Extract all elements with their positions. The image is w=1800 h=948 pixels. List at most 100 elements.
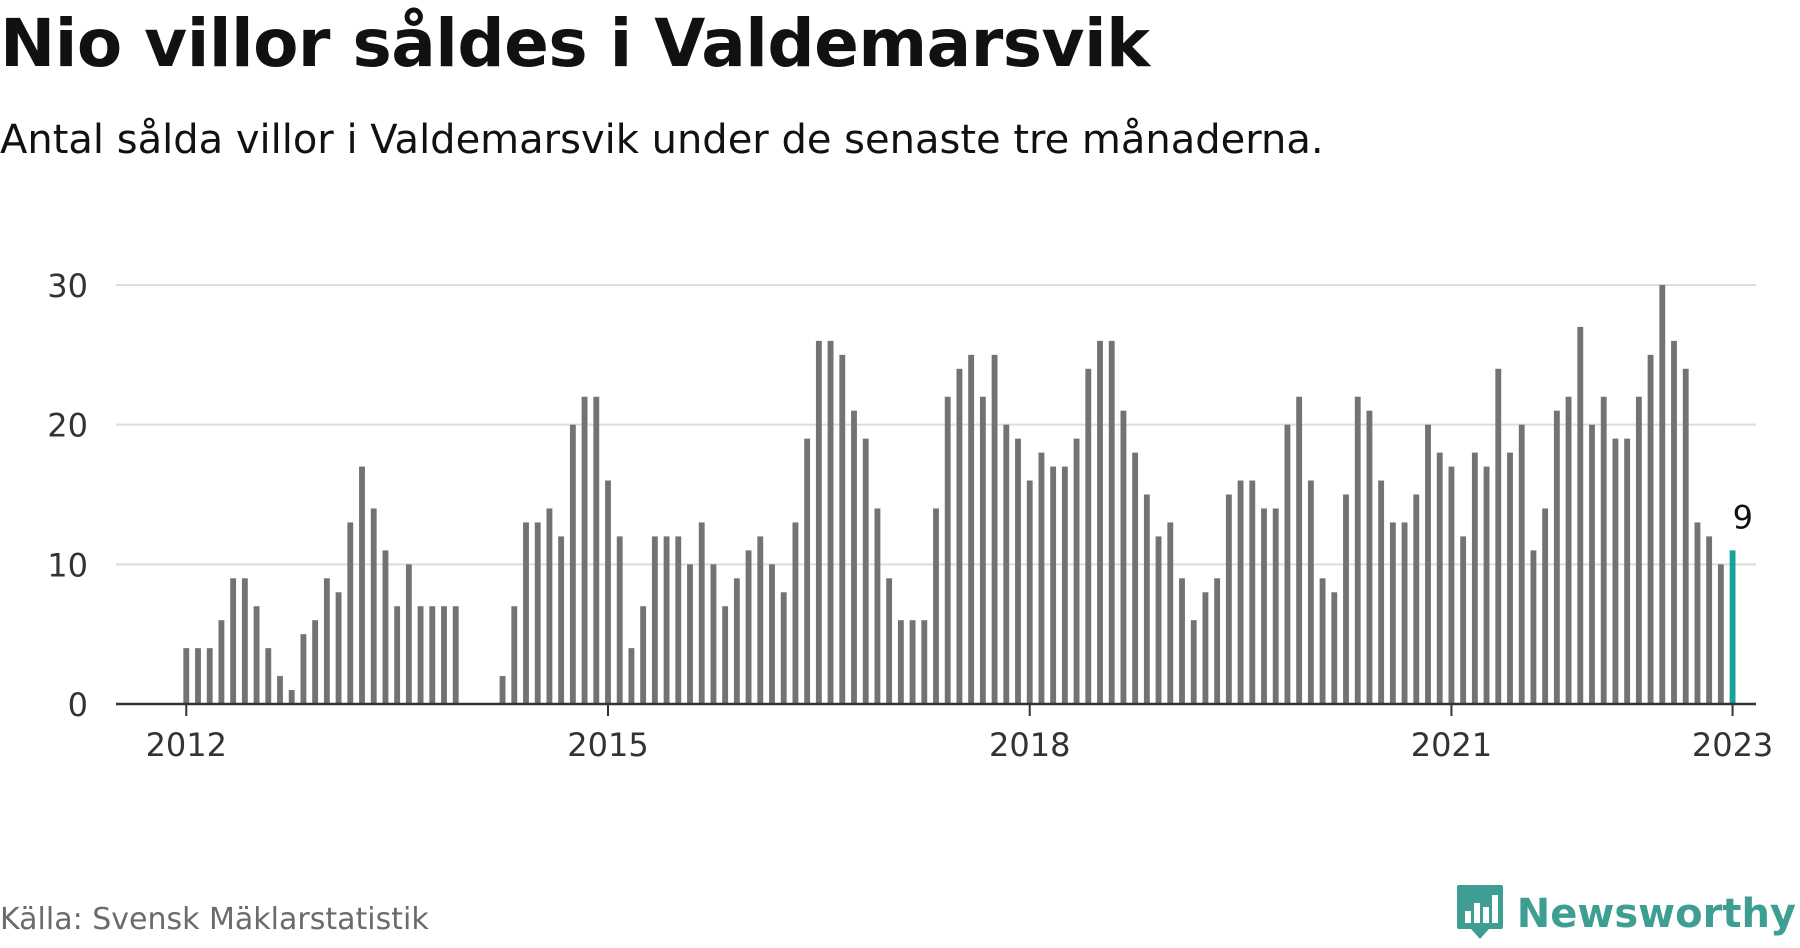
- bar: [1518, 424, 1525, 704]
- bar: [1085, 368, 1092, 704]
- bar: [1050, 466, 1057, 704]
- bar: [687, 564, 693, 704]
- source-note: Källa: Svensk Mäklarstatistik: [0, 902, 429, 937]
- bar: [839, 354, 846, 704]
- bar: [675, 536, 682, 704]
- bar: [944, 396, 951, 704]
- bar: [1507, 452, 1513, 704]
- bar: [1120, 410, 1127, 704]
- bar: [1624, 438, 1631, 704]
- bar: [1413, 494, 1420, 704]
- bar: [1671, 340, 1677, 704]
- brand-name: Newsworthy: [1516, 891, 1796, 937]
- bar: [1577, 326, 1584, 704]
- bar: [1237, 480, 1244, 704]
- bar: [1015, 438, 1021, 704]
- bar: [827, 340, 834, 704]
- bar: [1717, 564, 1724, 704]
- bar: [1155, 536, 1162, 704]
- bar: [230, 578, 237, 704]
- bar: [417, 606, 424, 704]
- bar: [1682, 368, 1689, 704]
- chart-title: Nio villor såldes i Valdemarsvik: [0, 5, 1150, 82]
- bar: [1542, 508, 1549, 704]
- bar: [1296, 396, 1303, 704]
- bar: [359, 466, 365, 704]
- bar: [1190, 620, 1197, 704]
- bar: [241, 578, 248, 704]
- bar: [1436, 452, 1443, 704]
- bar: [1460, 536, 1467, 704]
- bar: [335, 592, 342, 704]
- bar: [1225, 494, 1232, 704]
- bar: [441, 606, 447, 704]
- bar: [710, 564, 717, 704]
- bar: [1448, 466, 1455, 704]
- bar: [1471, 452, 1478, 704]
- bar: [312, 620, 319, 704]
- bar: [558, 536, 565, 704]
- bar: [640, 606, 647, 704]
- bar: [851, 410, 857, 704]
- bars: [183, 285, 1736, 704]
- bar: [663, 536, 670, 704]
- bar: [1389, 522, 1396, 704]
- bar: [921, 620, 928, 704]
- y-tick-label: 20: [47, 407, 88, 445]
- bar: [1061, 466, 1068, 704]
- bar: [651, 536, 658, 704]
- bar: [569, 424, 576, 704]
- bar: [815, 340, 822, 704]
- bar: [183, 648, 190, 704]
- x-tick-label: 2023: [1692, 726, 1773, 764]
- bar: [1401, 522, 1408, 704]
- bar: [1635, 396, 1642, 704]
- bar: [206, 648, 213, 704]
- bar: [1331, 592, 1338, 704]
- bar-chart-icon: [1455, 883, 1505, 945]
- bar: [382, 550, 389, 704]
- chart-subtitle: Antal sålda villor i Valdemarsvik under …: [0, 117, 1324, 163]
- bar: [1483, 466, 1490, 704]
- bar: [1272, 508, 1279, 704]
- bar: [195, 648, 201, 704]
- bar: [1097, 340, 1103, 704]
- bar: [1003, 424, 1010, 704]
- bar: [722, 606, 729, 704]
- bar: [1706, 536, 1713, 704]
- y-tick-label: 0: [68, 686, 88, 724]
- bar: [1553, 410, 1560, 704]
- bar: [429, 606, 436, 704]
- brand-logo: Newsworthy: [1455, 884, 1796, 944]
- bar: [1179, 578, 1185, 704]
- x-tick-label: 2021: [1411, 726, 1492, 764]
- bar: [1167, 522, 1174, 704]
- data-label-latest: 9: [1733, 498, 1753, 536]
- bar: [300, 634, 307, 704]
- bar: [733, 578, 740, 704]
- bar: [1261, 508, 1267, 704]
- x-tick-label: 2012: [146, 726, 227, 764]
- bar: [1143, 494, 1150, 704]
- bar: [616, 536, 623, 704]
- bar-chart: 0 10 20 30 2012 2015 2018 2021 2023 9: [47, 267, 1773, 764]
- bar-highlight: [1729, 550, 1736, 704]
- bar: [605, 480, 611, 704]
- bar: [452, 606, 459, 704]
- bar: [1378, 480, 1385, 704]
- bar: [979, 396, 986, 704]
- bar: [792, 522, 799, 704]
- bar: [1108, 340, 1115, 704]
- bar: [874, 508, 881, 704]
- bar: [1284, 424, 1291, 704]
- bar: [405, 564, 412, 704]
- bar: [394, 606, 401, 704]
- bar: [1319, 578, 1326, 704]
- bar: [1425, 424, 1431, 704]
- bar: [745, 550, 752, 704]
- bar: [757, 536, 764, 704]
- annotation-bg: [1720, 494, 1749, 537]
- bar: [1659, 285, 1666, 704]
- bar: [1038, 452, 1045, 704]
- bar: [1530, 550, 1537, 704]
